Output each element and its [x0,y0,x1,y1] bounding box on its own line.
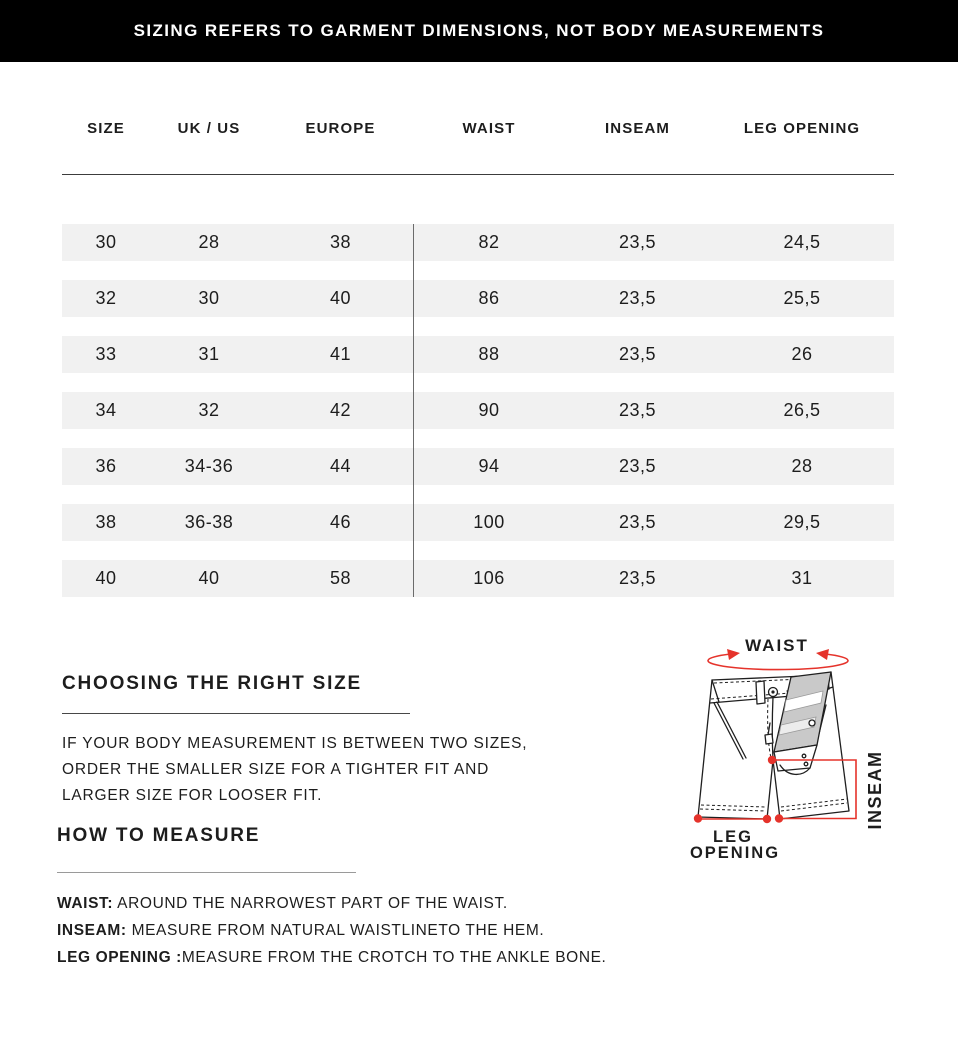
choosing-text-line: IF YOUR BODY MEASUREMENT IS BETWEEN TWO … [62,735,528,752]
table-cell: 44 [329,456,352,476]
table-cell: 28 [198,232,220,252]
table-row: 34 32 42 90 23,5 26,5 [62,392,894,429]
table-row: 40 40 58 106 23,5 31 [62,560,894,597]
table-cell: 40 [95,568,117,588]
table-cell: 82 [478,232,500,252]
table-cell: 86 [478,288,500,308]
table-cell: 29,5 [783,512,821,532]
table-cell: 42 [329,400,352,420]
shorts-sketch-icon [697,671,850,820]
size-table: SIZE UK / US EUROPE WAIST INSEAM LEG OPE… [62,103,894,616]
size-table-header: SIZE UK / US EUROPE WAIST INSEAM LEG OPE… [62,103,894,175]
choosing-text-line: LARGER SIZE FOR LOOSER FIT. [62,787,323,804]
table-cell: 30 [198,288,220,308]
table-cell: 94 [478,456,500,476]
measure-item-text: MEASURE FROM NATURAL WAISTLINETO THE HEM… [126,922,545,939]
choosing-text-line: ORDER THE SMALLER SIZE FOR A TIGHTER FIT… [62,761,490,778]
table-cell: 90 [478,400,500,420]
table-cell: 30 [95,232,117,252]
table-cell: 31 [198,344,220,364]
table-cell: 31 [791,568,813,588]
table-cell: 23,5 [618,456,657,476]
table-cell: 33 [95,344,117,364]
measure-section-body: WAIST: AROUND THE NARROWEST PART OF THE … [57,890,606,971]
table-cell: 34-36 [184,456,234,476]
choosing-the-right-size-section: CHOOSING THE RIGHT SIZE IF YOUR BODY MEA… [62,672,527,809]
column-header-waist: WAIST [462,120,516,137]
measure-section-title: HOW TO MEASURE [57,824,356,873]
table-cell: 32 [198,400,220,420]
banner-text: SIZING REFERS TO GARMENT DIMENSIONS, NOT… [133,21,825,40]
inseam-measure-line [772,759,857,820]
table-cell: 40 [198,568,220,588]
column-header-inseam: INSEAM [605,120,670,137]
table-cell: 23,5 [618,344,657,364]
choosing-section-title: CHOOSING THE RIGHT SIZE [62,672,410,714]
measure-item-label: LEG OPENING : [57,949,182,966]
table-cell: 23,5 [618,232,657,252]
table-cell: 26 [791,344,813,364]
table-cell: 28 [791,456,813,476]
table-row: 33 31 41 88 23,5 26 [62,336,894,373]
measure-dot [767,755,777,765]
table-cell: 34 [95,400,117,420]
diagram-inseam-label: INSEAM [865,750,885,829]
table-cell: 36 [95,456,117,476]
table-cell: 106 [473,568,505,588]
diagram-leg-opening-label-line2: OPENING [690,844,780,862]
measure-dot [774,814,784,823]
column-header-europe: EUROPE [305,120,376,137]
measure-item-label: WAIST: [57,895,114,912]
shorts-measurement-diagram: WAIST INSEAM LEG OPENING [660,625,958,875]
table-cell: 23,5 [618,400,657,420]
measure-item-text: MEASURE FROM THE CROTCH TO THE ANKLE BON… [181,949,607,966]
waist-measure-arrow [707,653,849,671]
table-cell: 100 [473,512,505,532]
table-row: 38 36-38 46 100 23,5 29,5 [62,504,894,541]
column-header-leg-opening: LEG OPENING [743,120,861,137]
measure-item-inseam: INSEAM: MEASURE FROM NATURAL WAISTLINETO… [57,917,606,944]
column-header-size: SIZE [87,120,125,137]
diagram-waist-label: WAIST [745,636,809,655]
table-cell: 88 [478,344,500,364]
measure-item-text: AROUND THE NARROWEST PART OF THE WAIST. [113,895,508,912]
table-cell: 24,5 [783,232,821,252]
garment-sizing-banner: SIZING REFERS TO GARMENT DIMENSIONS, NOT… [0,0,958,62]
table-row: 36 34-36 44 94 23,5 28 [62,448,894,485]
table-cell: 23,5 [618,512,657,532]
size-table-body: 30 28 38 82 23,5 24,5 32 30 40 86 23,5 2… [62,224,894,597]
table-cell: 23,5 [618,288,657,308]
table-cell: 26,5 [783,400,821,420]
table-cell: 23,5 [618,568,657,588]
table-cell: 46 [329,512,352,532]
table-cell: 58 [329,568,352,588]
diagram-leg-opening-label-line1: LEG [713,828,753,846]
table-cell: 36-38 [184,512,234,532]
table-cell: 38 [329,232,352,252]
waist-arrowhead-left-icon [727,649,740,660]
table-column-divider [413,224,414,597]
measure-dot [693,814,703,823]
measure-item-leg-opening: LEG OPENING :MEASURE FROM THE CROTCH TO … [57,944,606,971]
table-cell: 41 [329,344,352,364]
table-cell: 40 [329,288,352,308]
table-row: 30 28 38 82 23,5 24,5 [62,224,894,261]
how-to-measure-section: HOW TO MEASURE WAIST: AROUND THE NARROWE… [57,824,606,971]
table-row: 32 30 40 86 23,5 25,5 [62,280,894,317]
table-cell: 25,5 [783,288,821,308]
measure-dot [762,814,772,824]
choosing-section-body: IF YOUR BODY MEASUREMENT IS BETWEEN TWO … [62,731,527,809]
table-cell: 32 [95,288,117,308]
column-header-uk-us: UK / US [177,120,241,137]
waist-arrowhead-right-icon [816,649,829,660]
table-cell: 38 [95,512,117,532]
measure-item-label: INSEAM: [57,922,127,939]
measure-item-waist: WAIST: AROUND THE NARROWEST PART OF THE … [57,890,606,917]
